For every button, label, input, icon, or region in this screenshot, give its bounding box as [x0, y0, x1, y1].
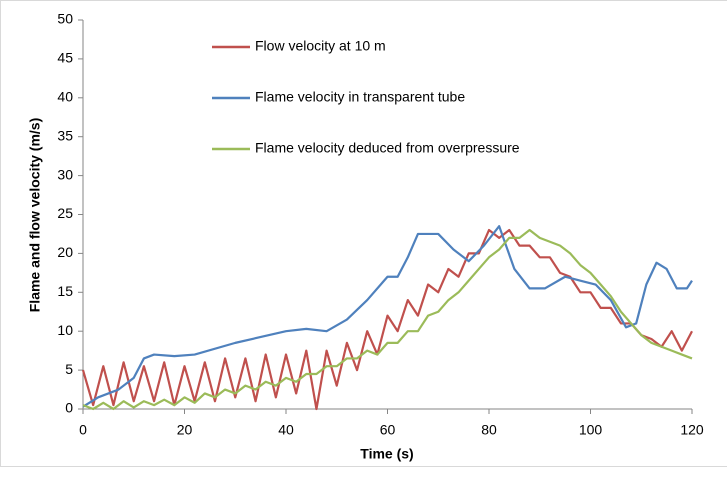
y-tick-label: 45: [57, 50, 73, 66]
legend-label: Flame velocity deduced from overpressure: [255, 140, 520, 156]
x-axis-title: Time (s): [360, 446, 413, 462]
y-tick-label: 40: [57, 89, 73, 105]
x-tick-label: 20: [177, 422, 193, 438]
y-axis-title: Flame and flow velocity (m/s): [27, 118, 43, 313]
y-tick-label: 20: [57, 244, 73, 260]
y-tick-label: 50: [57, 11, 73, 27]
chart-frame: [0, 0, 727, 467]
x-tick-label: 0: [79, 422, 87, 438]
x-tick-label: 60: [380, 422, 396, 438]
x-tick-label: 100: [579, 422, 603, 438]
legend-label: Flow velocity at 10 m: [255, 38, 386, 54]
y-tick-label: 15: [57, 283, 73, 299]
x-tick-label: 40: [278, 422, 294, 438]
y-tick-label: 0: [65, 400, 73, 416]
y-tick-label: 30: [57, 166, 73, 182]
series-line: [82, 225, 693, 408]
y-tick-label: 10: [57, 322, 73, 338]
series-line: [81, 228, 693, 411]
x-tick-label: 120: [680, 422, 704, 438]
y-tick-label: 5: [65, 361, 73, 377]
legend-label: Flame velocity in transparent tube: [255, 89, 465, 105]
series-line: [82, 228, 693, 411]
y-tick-label: 25: [57, 205, 73, 221]
y-tick-label: 35: [57, 127, 73, 143]
x-tick-label: 80: [481, 422, 497, 438]
